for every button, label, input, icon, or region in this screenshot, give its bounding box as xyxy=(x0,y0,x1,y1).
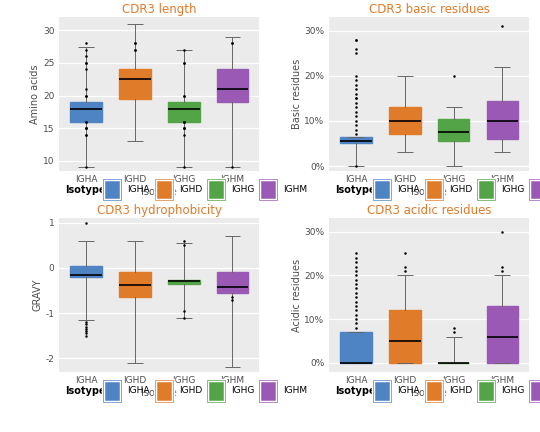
FancyBboxPatch shape xyxy=(156,179,173,200)
Y-axis label: Amino acids: Amino acids xyxy=(30,64,40,124)
PathPatch shape xyxy=(119,70,151,99)
Text: Isotype: Isotype xyxy=(335,185,376,195)
Text: IGHA: IGHA xyxy=(397,387,420,395)
Text: IGHG: IGHG xyxy=(501,387,524,395)
PathPatch shape xyxy=(389,108,421,134)
Text: IGHG: IGHG xyxy=(231,387,255,395)
Text: IGHA: IGHA xyxy=(127,185,150,194)
X-axis label: Isotype: Isotype xyxy=(141,187,177,197)
PathPatch shape xyxy=(438,119,469,141)
Text: IGHM: IGHM xyxy=(284,387,307,395)
Text: IGHG: IGHG xyxy=(231,185,255,194)
Text: IGHD: IGHD xyxy=(179,387,202,395)
Y-axis label: Acidic residues: Acidic residues xyxy=(292,258,301,332)
PathPatch shape xyxy=(487,101,518,139)
Title: CDR3 hydrophobicity: CDR3 hydrophobicity xyxy=(97,204,222,217)
PathPatch shape xyxy=(168,102,200,121)
X-axis label: Isotype: Isotype xyxy=(411,388,447,398)
FancyBboxPatch shape xyxy=(259,179,278,200)
FancyBboxPatch shape xyxy=(529,179,540,200)
PathPatch shape xyxy=(70,266,102,277)
PathPatch shape xyxy=(340,332,372,363)
X-axis label: Isotype: Isotype xyxy=(141,388,177,398)
X-axis label: Isotype: Isotype xyxy=(411,187,447,197)
FancyBboxPatch shape xyxy=(156,381,173,401)
FancyBboxPatch shape xyxy=(529,381,540,401)
Text: IGHA: IGHA xyxy=(397,185,420,194)
Text: IGHG: IGHG xyxy=(501,185,524,194)
FancyBboxPatch shape xyxy=(477,179,495,200)
Text: Isotype: Isotype xyxy=(65,386,106,396)
FancyBboxPatch shape xyxy=(103,179,122,200)
Text: Isotype: Isotype xyxy=(65,185,106,195)
Y-axis label: GRAVY: GRAVY xyxy=(33,279,43,311)
PathPatch shape xyxy=(389,310,421,363)
FancyBboxPatch shape xyxy=(373,179,392,200)
PathPatch shape xyxy=(217,273,248,293)
FancyBboxPatch shape xyxy=(103,381,122,401)
Y-axis label: Basic residues: Basic residues xyxy=(292,59,301,129)
Text: Isotype: Isotype xyxy=(335,386,376,396)
Title: CDR3 acidic residues: CDR3 acidic residues xyxy=(367,204,491,217)
Text: IGHA: IGHA xyxy=(127,387,150,395)
FancyBboxPatch shape xyxy=(207,381,225,401)
FancyBboxPatch shape xyxy=(425,381,443,401)
PathPatch shape xyxy=(487,306,518,363)
Text: IGHD: IGHD xyxy=(449,387,472,395)
FancyBboxPatch shape xyxy=(259,381,278,401)
PathPatch shape xyxy=(119,273,151,297)
Title: CDR3 basic residues: CDR3 basic residues xyxy=(369,3,490,16)
FancyBboxPatch shape xyxy=(373,381,392,401)
FancyBboxPatch shape xyxy=(477,381,495,401)
Text: IGHD: IGHD xyxy=(449,185,472,194)
Text: IGHM: IGHM xyxy=(284,185,307,194)
PathPatch shape xyxy=(340,137,372,143)
PathPatch shape xyxy=(168,280,200,284)
FancyBboxPatch shape xyxy=(425,179,443,200)
Text: IGHD: IGHD xyxy=(179,185,202,194)
PathPatch shape xyxy=(217,70,248,102)
Title: CDR3 length: CDR3 length xyxy=(122,3,197,16)
PathPatch shape xyxy=(70,102,102,121)
FancyBboxPatch shape xyxy=(207,179,225,200)
